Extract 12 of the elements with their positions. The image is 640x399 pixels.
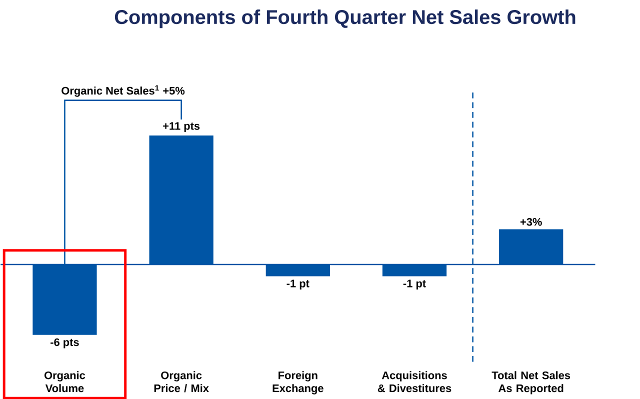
x-tick-label: Acquisitions & Divestitures [378,370,452,392]
data-label: -1 pt [403,280,426,290]
data-label: -6 pts [50,338,79,348]
x-tick-label: Organic Price / Mix [154,370,209,392]
x-tick-label: Organic Volume [44,370,86,392]
data-label: +3% [520,218,542,226]
x-tick-label: Foreign Exchange [272,370,324,394]
chart-title: Components of Fourth Quarter Net Sales Growth [114,9,576,28]
data-label: +11 pts [163,122,200,132]
data-label: -1 pt [286,280,310,290]
x-tick-label: Total Net Sales As Reported [492,370,570,394]
text: Organic Net Sales$^{1}$ +5% [62,85,185,97]
